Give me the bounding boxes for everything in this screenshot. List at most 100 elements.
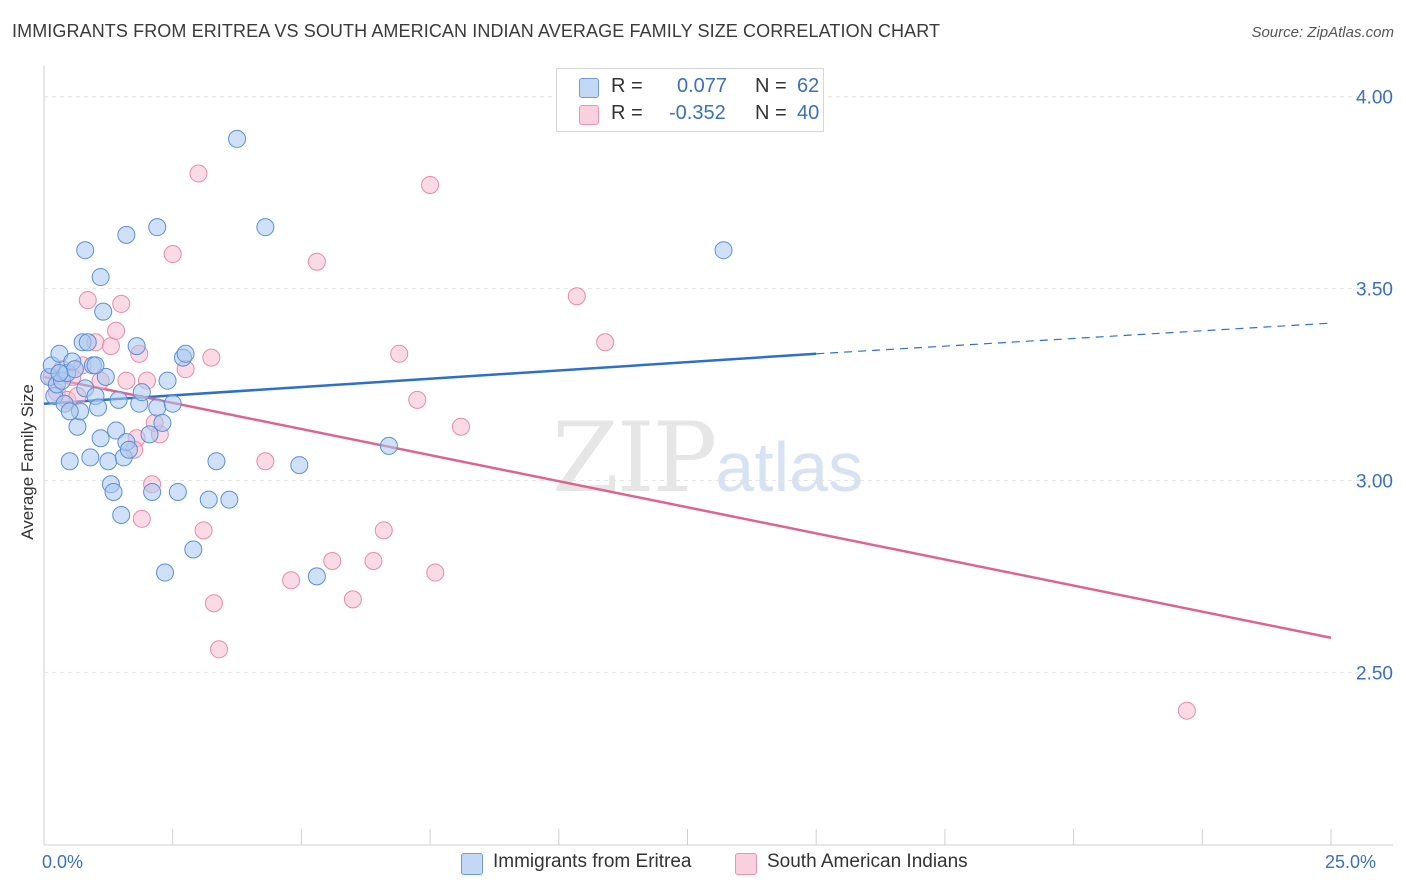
data-point-eritrea [104,482,123,501]
x-tick-label-max: 25.0% [1325,852,1377,872]
data-point-eritrea [176,344,195,363]
data-point-south-american-indians [101,337,120,356]
data-point-eritrea [220,490,239,509]
data-point-south-american-indians [343,590,362,609]
y-tick-label: 3.00 [1356,471,1393,492]
data-point-south-american-indians [408,390,427,409]
stats-legend: R = 0.077 N = 62 R = -0.352 N = 40 [556,68,824,132]
data-point-eritrea [379,436,398,455]
stats-n-label: N = [755,75,787,97]
data-point-eritrea [109,390,128,409]
series-eritrea-points [40,129,733,586]
data-point-eritrea [68,417,87,436]
stats-r-value: -0.352 [669,102,726,124]
data-point-eritrea [158,371,177,390]
data-point-eritrea [119,440,138,459]
data-point-south-american-indians [1177,701,1196,720]
data-point-eritrea [96,367,115,386]
data-point-eritrea [256,218,275,237]
legend-label-eritrea: Immigrants from Eritrea [493,851,692,872]
data-point-eritrea [207,452,226,471]
legend-label-south-american-indians: South American Indians [767,851,968,872]
trend-line-eritrea-extension [816,322,1332,355]
data-point-eritrea [143,482,162,501]
data-point-eritrea [99,452,118,471]
data-point-eritrea [153,413,172,432]
data-point-south-american-indians [282,571,301,590]
data-point-eritrea [94,302,113,321]
data-point-south-american-indians [202,348,221,367]
y-axis-label: Average Family Size [18,384,37,540]
data-point-eritrea [65,360,84,379]
data-point-south-american-indians [210,640,229,659]
data-point-eritrea [50,363,69,382]
axes [43,66,1393,846]
data-point-eritrea [155,563,174,582]
data-point-south-american-indians [421,175,440,194]
data-point-south-american-indians [189,164,208,183]
trend-line-south-american-indians [43,375,1332,640]
data-point-south-american-indians [112,294,131,313]
y-tick-label: 4.00 [1356,88,1393,109]
data-point-eritrea [81,448,100,467]
stats-n-label: N = [755,102,787,124]
data-point-eritrea [117,225,136,244]
y-tick-labels: 2.50 3.00 3.50 4.00 [1356,88,1393,685]
legend-swatch-pink [735,853,757,875]
data-point-eritrea [168,482,187,501]
data-point-eritrea [148,218,167,237]
watermark-atlas: atlas [715,428,864,506]
data-point-eritrea [91,268,110,287]
data-point-south-american-indians [596,333,615,352]
series-south-american-indians-points [42,164,1196,720]
data-point-eritrea [112,505,131,524]
legend-swatch-blue [579,78,599,98]
data-point-eritrea [91,429,110,448]
data-point-eritrea [60,452,79,471]
y-tick-label: 3.50 [1356,280,1393,301]
stats-n-value: 40 [797,102,820,124]
data-point-south-american-indians [567,287,586,306]
data-point-south-american-indians [117,371,136,390]
data-point-south-american-indians [107,321,126,340]
data-point-south-american-indians [78,291,97,310]
data-point-eritrea [86,356,105,375]
legend-swatch-blue [461,853,483,875]
data-point-south-american-indians [194,521,213,540]
data-point-south-american-indians [323,552,342,571]
data-point-eritrea [163,394,182,413]
data-point-eritrea [78,333,97,352]
data-point-eritrea [290,456,309,475]
data-point-eritrea [132,383,151,402]
stats-n-value: 62 [797,75,820,97]
data-point-south-american-indians [364,552,383,571]
chart-title: IMMIGRANTS FROM ERITREA VS SOUTH AMERICA… [12,21,941,41]
data-point-eritrea [140,425,159,444]
data-point-eritrea [199,490,218,509]
data-point-south-american-indians [204,594,223,613]
data-point-eritrea [76,241,95,260]
chart-source: Source: ZipAtlas.com [1251,24,1394,41]
data-point-south-american-indians [256,452,275,471]
data-point-south-american-indians [451,417,470,436]
data-point-eritrea [307,567,326,586]
grid-lines [44,96,1393,673]
data-point-eritrea [127,337,146,356]
data-point-south-american-indians [132,509,151,528]
data-point-eritrea [714,241,733,260]
data-point-south-american-indians [163,245,182,264]
data-point-south-american-indians [390,344,409,363]
stats-r-label: R = [611,75,643,97]
data-point-eritrea [107,421,126,440]
data-point-south-american-indians [374,521,393,540]
legend-swatch-pink [579,105,599,125]
y-tick-label: 2.50 [1356,663,1393,684]
data-point-eritrea [184,540,203,559]
data-point-eritrea [89,398,108,417]
data-point-south-american-indians [307,252,326,271]
data-point-eritrea [228,129,247,148]
data-point-eritrea [60,402,79,421]
x-tick-label-min: 0.0% [42,852,84,872]
stats-r-value: 0.077 [677,75,728,97]
